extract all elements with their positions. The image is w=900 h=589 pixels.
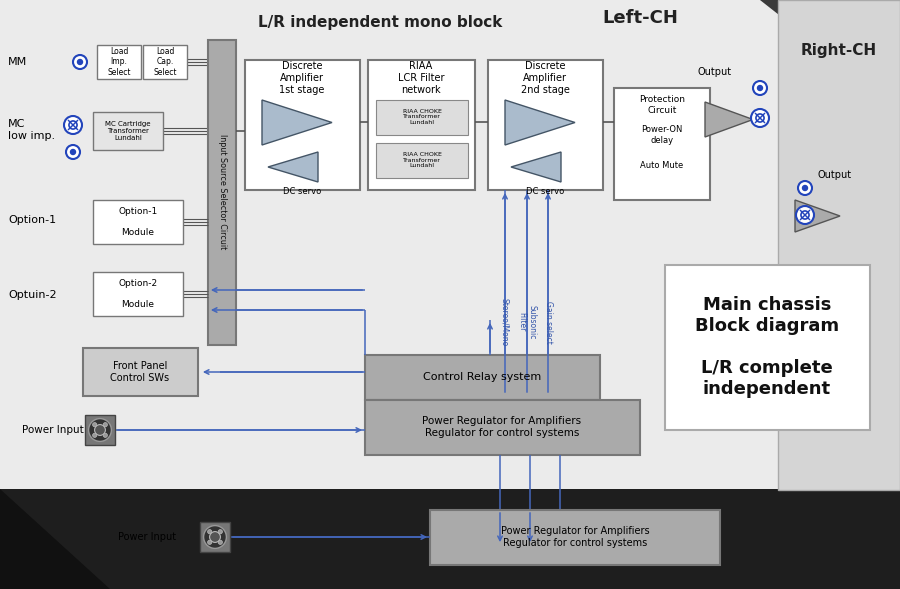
Text: Front Panel
Control SWs: Front Panel Control SWs [111, 361, 169, 383]
Circle shape [203, 525, 227, 548]
Text: Power Input: Power Input [22, 425, 84, 435]
Polygon shape [760, 0, 900, 110]
Circle shape [210, 532, 220, 542]
Circle shape [753, 81, 767, 95]
Circle shape [73, 55, 87, 69]
Text: Subsonic
Filter: Subsonic Filter [518, 305, 536, 339]
Polygon shape [795, 200, 840, 232]
Circle shape [88, 419, 112, 441]
Text: Protection
Circuit: Protection Circuit [639, 95, 685, 115]
Bar [365, 355, 600, 400]
Text: Power-ON
delay: Power-ON delay [642, 125, 683, 145]
Circle shape [796, 206, 814, 224]
Bar [93, 112, 163, 150]
Text: MC Cartridge
Transformer
Lundahl: MC Cartridge Transformer Lundahl [105, 121, 151, 141]
Circle shape [798, 181, 812, 195]
Text: MC
low imp.: MC low imp. [8, 119, 55, 141]
Bar [93, 200, 183, 244]
Bar [208, 40, 236, 345]
Circle shape [77, 59, 83, 65]
Text: Discrete
Amplifier
2nd stage: Discrete Amplifier 2nd stage [520, 61, 570, 95]
Text: Stereo/Mono: Stereo/Mono [500, 298, 509, 346]
Text: Input Source Selector Circuit: Input Source Selector Circuit [218, 134, 227, 250]
Bar [200, 522, 230, 552]
Text: Gain select: Gain select [544, 300, 553, 343]
Bar [430, 510, 720, 565]
Circle shape [208, 540, 211, 544]
Polygon shape [511, 152, 561, 182]
Circle shape [758, 85, 762, 91]
Bar [376, 100, 468, 135]
Text: Control Relay system: Control Relay system [423, 372, 541, 382]
Circle shape [104, 433, 107, 438]
Bar [665, 265, 870, 430]
Circle shape [751, 109, 769, 127]
Text: Option-1: Option-1 [8, 215, 56, 225]
Bar [0, 489, 900, 589]
Bar [0, 0, 900, 489]
Circle shape [803, 186, 807, 190]
Text: Auto Mute: Auto Mute [641, 160, 684, 170]
Text: RIAA
LCR Filter
network: RIAA LCR Filter network [398, 61, 445, 95]
Circle shape [756, 114, 764, 122]
Polygon shape [268, 152, 318, 182]
Bar [85, 415, 115, 445]
Bar [778, 0, 900, 490]
Circle shape [64, 116, 82, 134]
Text: Right-CH: Right-CH [801, 42, 878, 58]
Polygon shape [262, 100, 332, 145]
Circle shape [218, 540, 222, 544]
Text: Optuin-2: Optuin-2 [8, 290, 57, 300]
Text: RIAA CHOKE
Transformer
Lundahl: RIAA CHOKE Transformer Lundahl [402, 152, 441, 168]
Text: RIAA CHOKE
Transformer
Lundahl: RIAA CHOKE Transformer Lundahl [402, 109, 441, 125]
Text: Option-2

Module: Option-2 Module [119, 279, 158, 309]
Bar [83, 348, 198, 396]
Text: Discrete
Amplifier
1st stage: Discrete Amplifier 1st stage [279, 61, 325, 95]
Circle shape [208, 530, 211, 534]
Text: Load
Imp.
Select: Load Imp. Select [107, 47, 130, 77]
Bar [368, 60, 475, 190]
Bar [614, 88, 710, 200]
Bar [93, 272, 183, 316]
Bar [97, 45, 141, 79]
Text: Power Input: Power Input [118, 532, 176, 542]
Text: Load
Cap.
Select: Load Cap. Select [153, 47, 176, 77]
Text: Output: Output [698, 67, 732, 77]
Bar [365, 400, 640, 455]
Bar [245, 60, 360, 190]
Text: DC servo: DC servo [526, 187, 564, 197]
Bar [143, 45, 187, 79]
Text: L/R independent mono block: L/R independent mono block [257, 15, 502, 29]
Text: MM: MM [8, 57, 27, 67]
Text: Output: Output [818, 170, 852, 180]
Circle shape [94, 425, 105, 435]
Text: Main chassis
Block diagram

L/R complete
independent: Main chassis Block diagram L/R complete … [695, 296, 839, 398]
Text: Option-1

Module: Option-1 Module [119, 207, 158, 237]
Circle shape [93, 433, 97, 438]
Circle shape [104, 422, 107, 427]
Bar [376, 143, 468, 178]
Circle shape [69, 121, 77, 129]
Polygon shape [705, 102, 753, 137]
Polygon shape [0, 489, 110, 589]
Circle shape [93, 422, 97, 427]
Circle shape [70, 150, 76, 154]
Text: Power Regulator for Amplifiers
Regulator for control systems: Power Regulator for Amplifiers Regulator… [500, 526, 649, 548]
Circle shape [801, 211, 809, 219]
Text: DC servo: DC servo [283, 187, 321, 197]
Text: Power Regulator for Amplifiers
Regulator for control systems: Power Regulator for Amplifiers Regulator… [422, 416, 581, 438]
Circle shape [218, 530, 222, 534]
Polygon shape [505, 100, 575, 145]
Circle shape [66, 145, 80, 159]
Bar [488, 60, 603, 190]
Text: Left-CH: Left-CH [602, 9, 678, 27]
